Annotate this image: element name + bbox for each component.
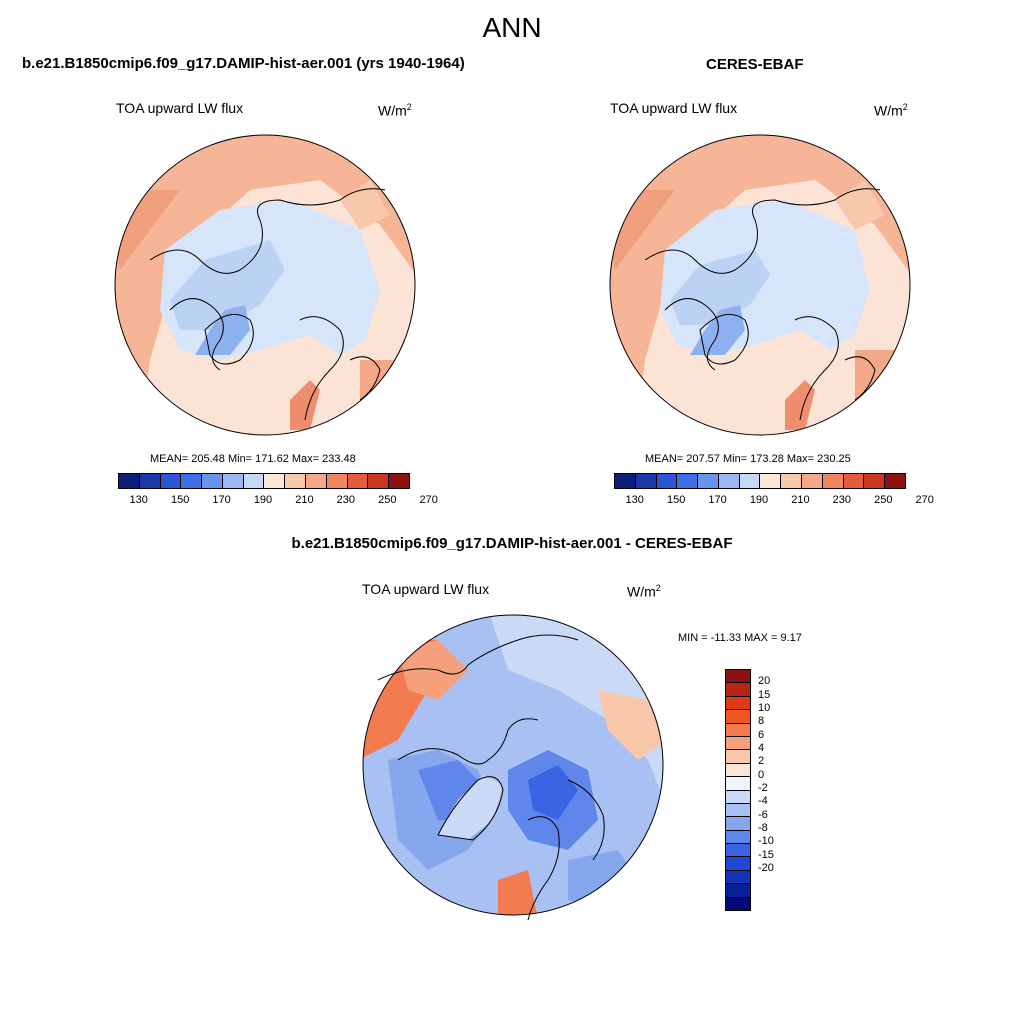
left-colorbar-ticks: 130 150 170 190 210 230 250 270 [118,494,438,508]
colorbar-swatch [726,803,750,818]
colorbar-swatch [389,474,409,488]
colorbar-swatch [760,474,782,488]
colorbar-swatch [726,763,750,778]
colorbar-tick-label: 170 [708,494,727,506]
right-polar-map [609,134,911,436]
colorbar-swatch [726,683,750,697]
colorbar-tick-label: 0 [758,768,765,781]
colorbar-tick-label: 270 [419,494,438,506]
diff-stats: MIN = -11.33 MAX = 9.17 [678,632,802,644]
colorbar-tick-label: 230 [832,494,852,506]
colorbar-swatch [822,474,844,488]
colorbar-swatch [326,474,348,488]
colorbar-tick-label: 210 [791,494,810,506]
colorbar-tick-label: -10 [758,835,774,848]
colorbar-swatch [726,884,750,898]
right-units: W/m2 [874,102,908,119]
right-colorbar [614,473,906,489]
colorbar-swatch [181,474,203,488]
page-title: ANN [482,12,542,43]
colorbar-swatch [222,474,244,488]
colorbar-tick-label: 150 [170,494,190,506]
colorbar-tick-label: -4 [758,795,768,808]
colorbar-tick-label: 10 [758,702,771,714]
colorbar-swatch [726,736,750,751]
right-stats: MEAN= 207.57 Min= 173.28 Max= 230.25 [645,453,851,465]
colorbar-swatch [843,474,865,488]
colorbar-swatch [264,474,286,488]
colorbar-tick-label: -20 [758,862,774,874]
colorbar-swatch [726,750,750,764]
colorbar-swatch [285,474,307,488]
colorbar-swatch [139,474,161,488]
colorbar-swatch [726,844,750,858]
colorbar-swatch [802,474,823,488]
colorbar-swatch [726,870,750,885]
colorbar-tick-label: 190 [253,494,273,506]
colorbar-swatch [677,474,699,488]
colorbar-swatch [726,830,750,845]
left-case-title: b.e21.B1850cmip6.f09_g17.DAMIP-hist-aer.… [22,55,465,72]
colorbar-tick-label: -8 [758,822,768,834]
colorbar-swatch [615,474,636,488]
colorbar-swatch [864,474,886,488]
colorbar-swatch [160,474,182,488]
colorbar-tick-label: -2 [758,782,768,794]
colorbar-swatch [718,474,740,488]
colorbar-tick-label: -15 [758,848,774,861]
left-stats: MEAN= 205.48 Min= 171.62 Max= 233.48 [150,453,356,465]
colorbar-swatch [635,474,657,488]
colorbar-tick-label: 250 [378,494,397,506]
colorbar-swatch [368,474,390,488]
colorbar-tick-label: 250 [874,494,893,506]
left-variable-name: TOA upward LW flux [116,100,244,116]
diff-variable-name: TOA upward LW flux [362,581,490,597]
colorbar-swatch [726,817,750,831]
colorbar-tick-label: 8 [758,715,765,728]
colorbar-tick-label: 190 [749,494,769,506]
colorbar-tick-label: 150 [666,494,686,506]
colorbar-swatch [243,474,265,488]
colorbar-swatch [119,474,140,488]
colorbar-swatch [726,723,750,737]
colorbar-tick-label: 210 [295,494,314,506]
diff-case-title: b.e21.B1850cmip6.f09_g17.DAMIP-hist-aer.… [291,535,733,552]
diff-colorbar-ticks: 20 15 10 8 6 4 2 0 -2 -4 -6 -8 -10 -15 -20 [758,669,798,909]
colorbar-tick-label: 130 [625,494,644,506]
diff-colorbar [725,669,751,911]
colorbar-swatch [726,696,750,711]
diff-units: W/m2 [627,583,661,600]
diff-polar-map [362,614,664,920]
colorbar-tick-label: 130 [129,494,148,506]
right-colorbar-ticks: 130 150 170 190 210 230 250 270 [614,494,934,508]
colorbar-swatch [726,790,750,804]
left-polar-map [114,134,416,436]
colorbar-swatch [781,474,803,488]
colorbar-swatch [698,474,719,488]
colorbar-tick-label: 270 [915,494,934,506]
colorbar-swatch [726,777,750,791]
colorbar-tick-label: 15 [758,688,771,701]
colorbar-swatch [656,474,678,488]
colorbar-swatch [726,857,750,871]
colorbar-tick-label: 20 [758,675,771,688]
right-variable-name: TOA upward LW flux [610,100,738,116]
colorbar-tick-label: 6 [758,728,765,741]
colorbar-swatch [885,474,905,488]
colorbar-tick-label: 4 [758,742,765,754]
left-colorbar [118,473,410,489]
colorbar-tick-label: 230 [336,494,356,506]
colorbar-swatch [739,474,761,488]
left-units: W/m2 [378,102,412,119]
colorbar-swatch [202,474,223,488]
colorbar-tick-label: 2 [758,755,765,768]
colorbar-tick-label: -6 [758,808,768,821]
colorbar-swatch [726,710,750,724]
colorbar-swatch [306,474,327,488]
colorbar-swatch [726,670,750,684]
colorbar-swatch [726,897,750,911]
colorbar-tick-label: 170 [212,494,231,506]
right-case-title: CERES-EBAF [706,56,804,73]
colorbar-swatch [347,474,369,488]
